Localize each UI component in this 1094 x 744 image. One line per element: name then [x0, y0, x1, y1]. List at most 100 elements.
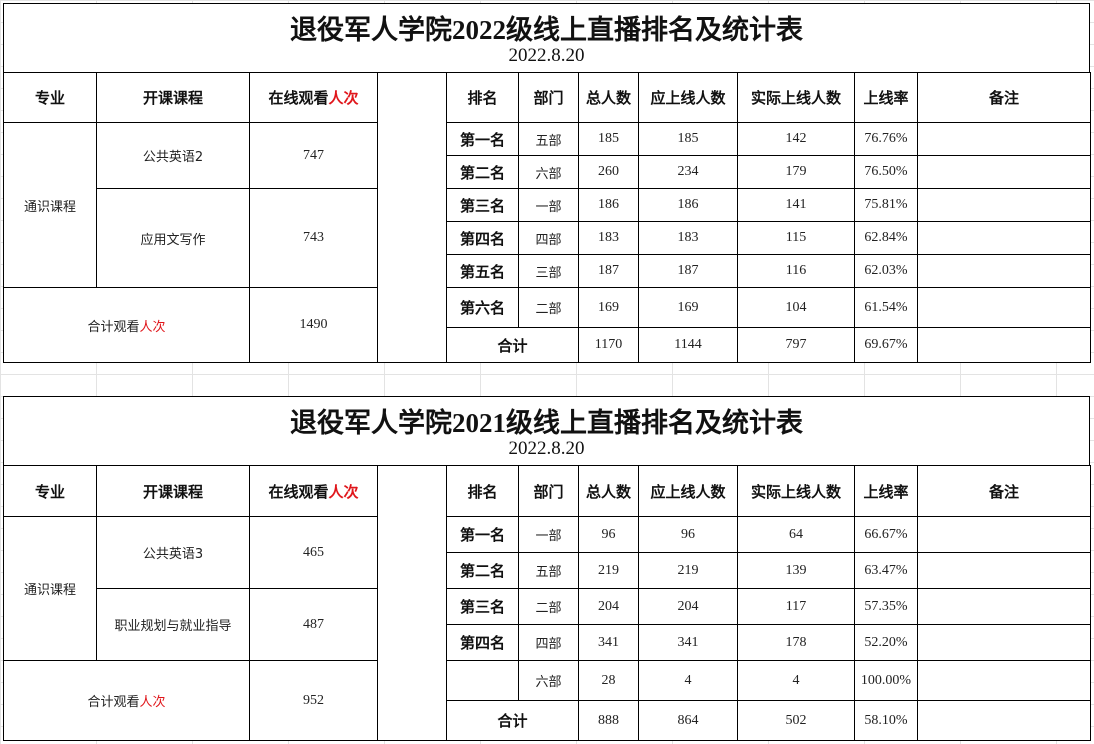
header-course[interactable]: 开课课程: [96, 465, 250, 517]
row-note[interactable]: [917, 516, 1091, 553]
row-total[interactable]: 183: [578, 221, 639, 255]
sum-rate[interactable]: 69.67%: [854, 327, 918, 363]
row-actual[interactable]: 141: [737, 188, 855, 222]
course-views[interactable]: 465: [249, 516, 378, 589]
row-total[interactable]: 185: [578, 122, 639, 156]
sum-note[interactable]: [917, 700, 1091, 741]
course-views[interactable]: 743: [249, 188, 378, 288]
row-rate[interactable]: 52.20%: [854, 624, 918, 661]
row-total[interactable]: 96: [578, 516, 639, 553]
sum-expected[interactable]: 1144: [638, 327, 738, 363]
row-note[interactable]: [917, 254, 1091, 288]
row-rate[interactable]: 76.50%: [854, 155, 918, 189]
row-dept[interactable]: 三部: [518, 254, 579, 288]
row-dept[interactable]: 五部: [518, 552, 579, 589]
row-rank[interactable]: 第三名: [446, 188, 519, 222]
row-note[interactable]: [917, 122, 1091, 156]
row-note[interactable]: [917, 188, 1091, 222]
header-major[interactable]: 专业: [3, 465, 97, 517]
row-actual[interactable]: 142: [737, 122, 855, 156]
row-dept[interactable]: 六部: [518, 155, 579, 189]
row-actual[interactable]: 178: [737, 624, 855, 661]
total-views-label[interactable]: 合计观看 人次: [3, 660, 250, 741]
sum-actual[interactable]: 502: [737, 700, 855, 741]
sum-label[interactable]: 合计: [446, 327, 579, 363]
sum-label[interactable]: 合计: [446, 700, 579, 741]
row-dept[interactable]: 一部: [518, 188, 579, 222]
row-actual[interactable]: 115: [737, 221, 855, 255]
row-total[interactable]: 169: [578, 287, 639, 328]
header-rank[interactable]: 排名: [446, 465, 519, 517]
row-rate[interactable]: 76.76%: [854, 122, 918, 156]
row-rank[interactable]: [446, 660, 519, 701]
header-rank[interactable]: 排名: [446, 72, 519, 123]
row-total[interactable]: 341: [578, 624, 639, 661]
header-expected[interactable]: 应上线人数: [638, 465, 738, 517]
row-rank[interactable]: 第二名: [446, 155, 519, 189]
row-expected[interactable]: 204: [638, 588, 738, 625]
row-rate[interactable]: 75.81%: [854, 188, 918, 222]
header-major[interactable]: 专业: [3, 72, 97, 123]
row-dept[interactable]: 五部: [518, 122, 579, 156]
course-views[interactable]: 747: [249, 122, 378, 189]
row-rank[interactable]: 第四名: [446, 624, 519, 661]
row-actual[interactable]: 4: [737, 660, 855, 701]
total-views-label[interactable]: 合计观看 人次: [3, 287, 250, 363]
sum-rate[interactable]: 58.10%: [854, 700, 918, 741]
row-expected[interactable]: 186: [638, 188, 738, 222]
row-dept[interactable]: 六部: [518, 660, 579, 701]
major-cell[interactable]: 通识课程: [3, 516, 97, 661]
row-note[interactable]: [917, 287, 1091, 328]
header-dept[interactable]: 部门: [518, 465, 579, 517]
row-total[interactable]: 28: [578, 660, 639, 701]
total-views[interactable]: 952: [249, 660, 378, 741]
header-note[interactable]: 备注: [917, 72, 1091, 123]
row-rate[interactable]: 62.84%: [854, 221, 918, 255]
row-expected[interactable]: 185: [638, 122, 738, 156]
row-note[interactable]: [917, 552, 1091, 589]
header-expected[interactable]: 应上线人数: [638, 72, 738, 123]
course-name[interactable]: 应用文写作: [96, 188, 250, 288]
header-note[interactable]: 备注: [917, 465, 1091, 517]
row-expected[interactable]: 341: [638, 624, 738, 661]
row-rank[interactable]: 第一名: [446, 516, 519, 553]
row-total[interactable]: 186: [578, 188, 639, 222]
row-expected[interactable]: 187: [638, 254, 738, 288]
row-total[interactable]: 204: [578, 588, 639, 625]
row-dept[interactable]: 四部: [518, 624, 579, 661]
row-note[interactable]: [917, 155, 1091, 189]
course-views[interactable]: 487: [249, 588, 378, 661]
sum-total[interactable]: 1170: [578, 327, 639, 363]
header-course[interactable]: 开课课程: [96, 72, 250, 123]
course-name[interactable]: 公共英语3: [96, 516, 250, 589]
row-rate[interactable]: 61.54%: [854, 287, 918, 328]
row-actual[interactable]: 116: [737, 254, 855, 288]
row-rate[interactable]: 66.67%: [854, 516, 918, 553]
row-expected[interactable]: 183: [638, 221, 738, 255]
sum-expected[interactable]: 864: [638, 700, 738, 741]
blank-column[interactable]: [377, 72, 447, 363]
row-note[interactable]: [917, 221, 1091, 255]
blank-column[interactable]: [377, 465, 447, 741]
header-total[interactable]: 总人数: [578, 465, 639, 517]
row-expected[interactable]: 4: [638, 660, 738, 701]
row-rate[interactable]: 57.35%: [854, 588, 918, 625]
course-name[interactable]: 公共英语2: [96, 122, 250, 189]
header-rate[interactable]: 上线率: [854, 72, 918, 123]
header-rate[interactable]: 上线率: [854, 465, 918, 517]
row-total[interactable]: 260: [578, 155, 639, 189]
sum-note[interactable]: [917, 327, 1091, 363]
sum-actual[interactable]: 797: [737, 327, 855, 363]
row-rank[interactable]: 第三名: [446, 588, 519, 625]
total-views[interactable]: 1490: [249, 287, 378, 363]
row-expected[interactable]: 219: [638, 552, 738, 589]
header-views[interactable]: 在线观看 人次: [249, 72, 378, 123]
row-actual[interactable]: 64: [737, 516, 855, 553]
row-actual[interactable]: 117: [737, 588, 855, 625]
row-rate[interactable]: 62.03%: [854, 254, 918, 288]
row-dept[interactable]: 二部: [518, 287, 579, 328]
row-rate[interactable]: 100.00%: [854, 660, 918, 701]
row-dept[interactable]: 四部: [518, 221, 579, 255]
row-actual[interactable]: 104: [737, 287, 855, 328]
row-rank[interactable]: 第五名: [446, 254, 519, 288]
